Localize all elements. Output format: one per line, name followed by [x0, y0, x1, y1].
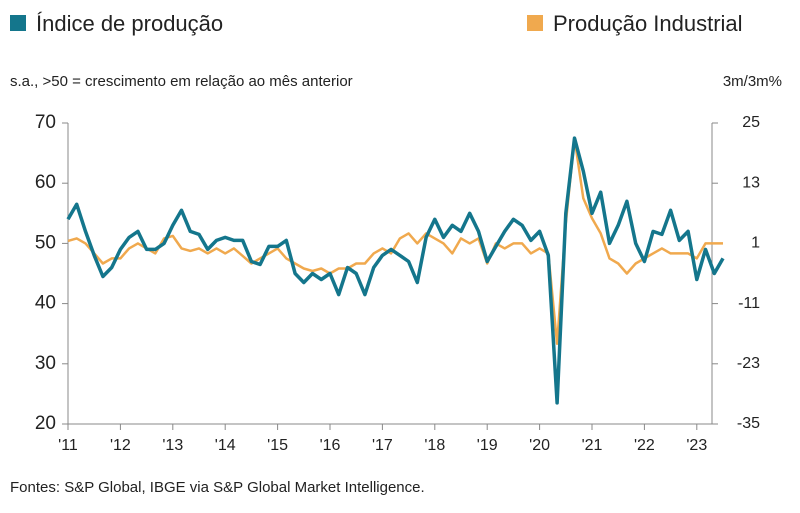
legend-swatch — [10, 15, 26, 31]
y-tick-label: 70 — [35, 112, 56, 133]
x-tick-label: '20 — [529, 437, 550, 454]
y2-tick-label: 1 — [751, 235, 760, 252]
x-tick-label: '21 — [582, 437, 603, 454]
y2-tick-label: -11 — [738, 295, 760, 312]
x-tick-label: '14 — [215, 437, 236, 454]
legend-label: Produção Industrial — [553, 11, 743, 36]
x-tick-label: '19 — [477, 437, 498, 454]
y-tick-label: 60 — [35, 172, 56, 193]
source: Fontes: S&P Global, IBGE via S&P Global … — [10, 479, 425, 496]
series-line — [67, 136, 723, 345]
x-tick-label: '18 — [424, 437, 445, 454]
x-tick-label: '12 — [110, 437, 131, 454]
x-tick-label: '16 — [320, 437, 341, 454]
x-tick-label: '17 — [372, 437, 393, 454]
legend-swatch — [527, 15, 543, 31]
x-tick-label: '22 — [634, 437, 655, 454]
y2-tick-label: 13 — [742, 174, 760, 191]
series-line — [66, 136, 725, 405]
y2-tick-label: -35 — [737, 415, 760, 432]
x-tick-label: '23 — [686, 437, 707, 454]
y-tick-label: 30 — [35, 353, 56, 374]
x-tick-label: '15 — [267, 437, 288, 454]
y-tick-label: 50 — [35, 232, 56, 253]
y-tick-label: 40 — [35, 293, 56, 314]
subtitle: s.a., >50 = crescimento em relação ao mê… — [10, 73, 353, 90]
y2-tick-label: -23 — [737, 355, 760, 372]
y2-tick-label: 25 — [742, 114, 760, 131]
y2-axis-label: 3m/3m% — [723, 73, 782, 90]
x-tick-label: '11 — [58, 437, 78, 454]
x-tick-label: '13 — [162, 437, 183, 454]
y-tick-label: 20 — [35, 413, 56, 434]
legend-label: Índice de produção — [36, 11, 223, 36]
